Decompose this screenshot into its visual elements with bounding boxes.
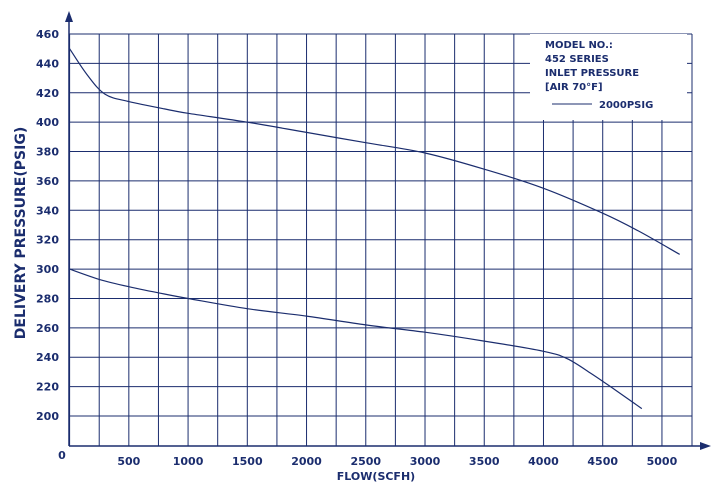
y-tick-label: 200 xyxy=(36,410,59,423)
y-tick-label: 400 xyxy=(36,116,59,129)
y-tick-label: 240 xyxy=(36,351,59,364)
x-tick-label: 2500 xyxy=(350,455,381,468)
y-tick-label: 420 xyxy=(36,87,59,100)
y-tick-label: 460 xyxy=(36,28,59,41)
origin-label: 0 xyxy=(58,449,66,462)
legend-entry-label: 2000PSIG xyxy=(599,100,653,111)
y-tick-label: 260 xyxy=(36,322,59,335)
y-axis-arrow xyxy=(65,11,73,22)
y-axis-title: DELIVERY PRESSURE(PSIG) xyxy=(13,127,29,339)
x-tick-label: 500 xyxy=(117,455,140,468)
x-tick-label: 1000 xyxy=(173,455,204,468)
x-tick-label: 2000 xyxy=(291,455,322,468)
x-tick-labels: 500 1000 1500 2000 2500 3000 3500 4000 4500 5000 xyxy=(117,455,677,468)
x-tick-label: 5000 xyxy=(647,455,678,468)
x-tick-label: 3500 xyxy=(469,455,500,468)
y-tick-label: 220 xyxy=(36,381,59,394)
legend-line-4: [AIR 70°F] xyxy=(545,82,603,93)
x-tick-label: 4000 xyxy=(528,455,559,468)
x-axis-title: FLOW(SCFH) xyxy=(337,470,415,483)
y-tick-labels: 200 220 240 260 280 300 320 340 360 380 400 420 440 4… xyxy=(36,28,59,423)
y-tick-label: 380 xyxy=(36,146,59,159)
legend-box xyxy=(530,34,687,120)
series-lines xyxy=(69,48,680,410)
x-tick-label: 4500 xyxy=(587,455,618,468)
legend-line-3: INLET PRESSURE xyxy=(545,68,639,79)
series-line-upper xyxy=(69,48,680,255)
legend-line-2: 452 SERIES xyxy=(545,54,609,65)
y-tick-label: 360 xyxy=(36,175,59,188)
series-line-lower xyxy=(69,268,643,410)
y-tick-label: 340 xyxy=(36,204,59,217)
axes xyxy=(65,11,711,450)
y-tick-label: 440 xyxy=(36,57,59,70)
y-tick-label: 280 xyxy=(36,292,59,305)
legend: MODEL NO.: 452 SERIES INLET PRESSURE [AI… xyxy=(530,34,687,120)
grid xyxy=(69,33,693,446)
y-tick-label: 320 xyxy=(36,234,59,247)
y-tick-label: 300 xyxy=(36,263,59,276)
legend-line-1: MODEL NO.: xyxy=(545,40,613,51)
x-tick-label: 1500 xyxy=(232,455,263,468)
x-tick-label: 3000 xyxy=(410,455,441,468)
x-axis-arrow xyxy=(700,442,711,450)
